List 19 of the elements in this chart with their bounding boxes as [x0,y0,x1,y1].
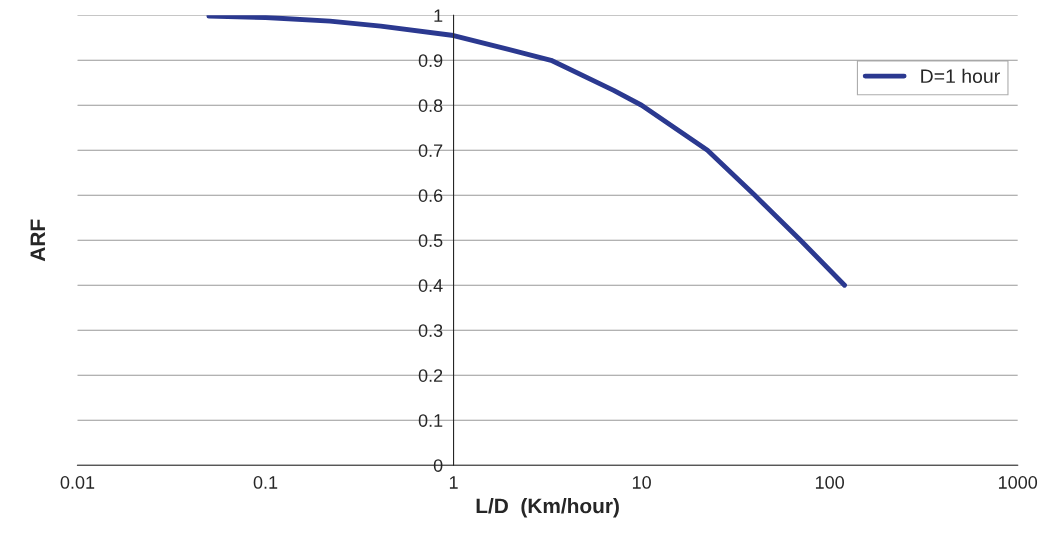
x-axis-title: L/D (Km/hour) [476,498,619,518]
x-tick-label: 100 [815,476,844,489]
y-tick-label: 0.4 [418,279,443,292]
x-tick-label: 0.01 [60,476,95,489]
y-tick-label: 0.8 [418,99,443,112]
x-tick-label: 10 [632,476,651,489]
y-tick-label: 0.1 [418,414,443,427]
y-tick-label: 0.6 [418,189,443,202]
y-tick-label: 0.3 [418,324,443,337]
legend-label: D=1 hour [921,68,1000,84]
x-tick-label: 1000 [998,476,1038,489]
y-tick-label: 1 [434,9,443,22]
y-tick-label: 0.7 [418,144,443,157]
y-tick-label: 0.5 [418,234,443,247]
x-tick-label: 0.1 [253,476,278,489]
y-tick-label: 0.9 [418,54,443,67]
y-tick-label: 0.2 [418,369,443,382]
x-tick-label: 1 [449,476,458,489]
y-axis-title: ARF [30,219,45,262]
